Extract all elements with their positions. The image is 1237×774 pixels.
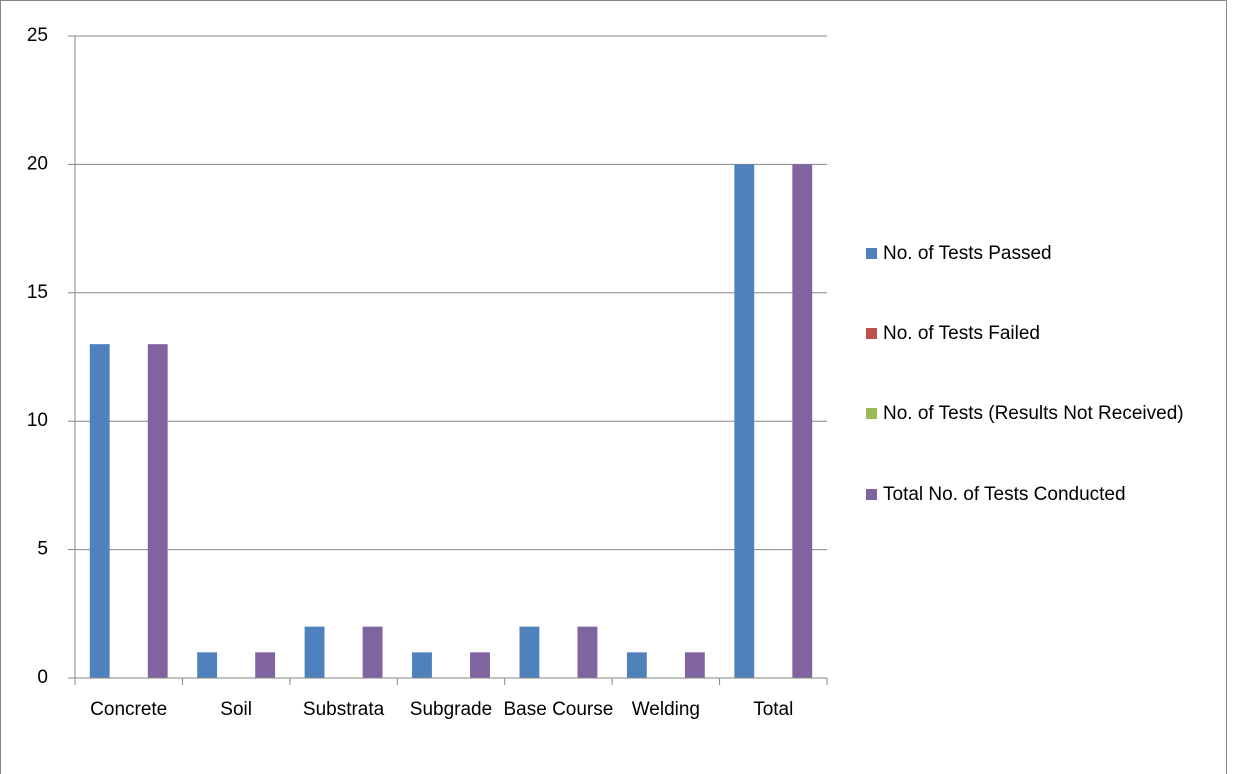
bar	[792, 164, 813, 678]
bar	[89, 344, 110, 678]
x-tick-label: Base Course	[503, 699, 614, 720]
y-tick-label: 25	[27, 25, 48, 46]
legend-label: No. of Tests Failed	[883, 323, 1041, 344]
bar	[519, 626, 540, 678]
x-tick-label-box: Soil	[220, 699, 252, 720]
legend-label: No. of Tests Passed	[883, 243, 1052, 264]
y-tick-label: 20	[27, 153, 48, 174]
bar	[147, 344, 168, 678]
bar	[684, 652, 705, 678]
y-tick-label: 0	[37, 667, 48, 688]
y-tick-label: 10	[27, 410, 48, 431]
bar	[362, 626, 383, 678]
legend-label-box: No. of Tests Passed	[883, 243, 1052, 264]
legend-label-box: Total No. of Tests Conducted	[883, 484, 1126, 505]
x-tick-label: Concrete	[90, 699, 168, 720]
legend-label: Total No. of Tests Conducted	[883, 484, 1126, 505]
bar	[470, 652, 490, 678]
bar	[197, 652, 218, 678]
x-tick-label-box: Welding	[631, 699, 700, 720]
legend-swatch	[866, 328, 877, 339]
x-tick-label: Welding	[631, 699, 700, 720]
bar	[304, 626, 325, 678]
bar	[255, 652, 276, 678]
legend-swatch	[866, 489, 877, 500]
x-tick-label-box: Base Course	[503, 699, 614, 720]
x-tick-label: Substrata	[302, 699, 385, 720]
bar	[734, 164, 755, 678]
x-tick-label-box: Concrete	[90, 699, 168, 720]
legend-label: No. of Tests (Results Not Received)	[883, 403, 1184, 424]
x-tick-label: Subgrade	[409, 699, 493, 720]
x-tick-label: Total	[753, 699, 794, 720]
y-tick-label: 5	[37, 539, 48, 560]
x-tick-label-box: Total	[753, 699, 794, 720]
x-tick-label: Soil	[220, 699, 252, 720]
legend-swatch	[866, 408, 877, 419]
legend-swatch	[866, 248, 877, 259]
bar	[577, 626, 598, 678]
bar	[626, 652, 647, 678]
legend-label-box: No. of Tests Failed	[883, 323, 1041, 344]
y-tick-label: 15	[27, 282, 48, 303]
bar	[412, 652, 432, 678]
x-tick-label-box: Substrata	[302, 699, 385, 720]
legend-label-box: No. of Tests (Results Not Received)	[883, 403, 1184, 424]
x-tick-label-box: Subgrade	[409, 699, 493, 720]
